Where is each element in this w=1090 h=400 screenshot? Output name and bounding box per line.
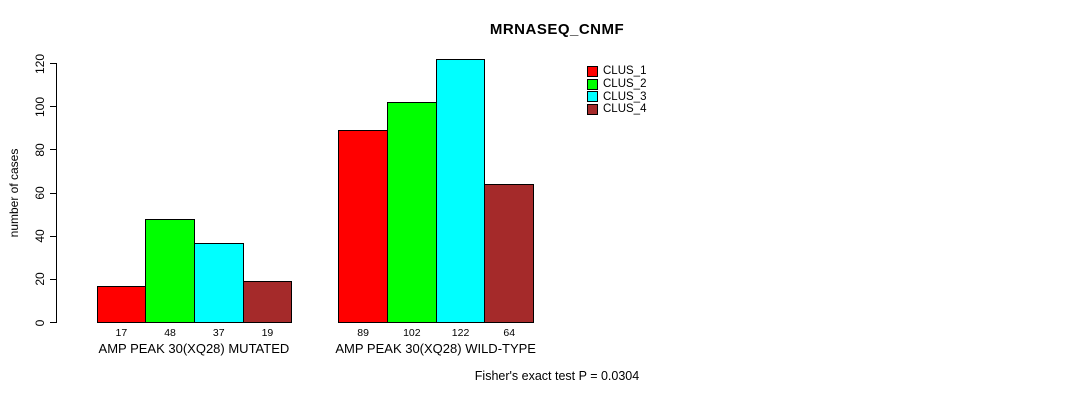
- legend-swatch: [587, 65, 598, 77]
- y-axis-tick: [50, 278, 57, 280]
- y-axis-tick: [50, 63, 57, 64]
- fisher-test-annotation: Fisher's exact test P = 0.0304: [474, 369, 640, 383]
- bar-clus_4-group2: [484, 184, 535, 324]
- bar-clus_4-group1: [242, 281, 293, 324]
- legend-item: CLUS_3: [587, 90, 646, 103]
- y-axis-tick-label: 80: [33, 143, 47, 157]
- bar-value-label: 122: [451, 327, 470, 339]
- y-axis-tick: [50, 322, 57, 323]
- bar-clus_2-group1: [145, 218, 195, 324]
- bar-value-label: 17: [115, 327, 128, 339]
- y-axis-tick-label: 20: [33, 272, 47, 287]
- y-axis-tick-label: 0: [33, 319, 47, 326]
- legend-label: CLUS_1: [603, 65, 647, 78]
- legend-item: CLUS_2: [587, 78, 646, 91]
- legend-label: CLUS_2: [603, 78, 647, 91]
- bar-value-label: 37: [212, 327, 225, 339]
- legend-item: CLUS_1: [587, 65, 646, 78]
- legend-label: CLUS_4: [603, 103, 647, 116]
- bar-value-label: 89: [357, 327, 369, 339]
- bar-clus_2-group2: [387, 102, 437, 324]
- y-axis-tick: [50, 235, 57, 237]
- legend: CLUS_1 CLUS_2 CLUS_3 CLUS_4: [587, 65, 646, 116]
- bar-value-label: 64: [503, 327, 516, 339]
- y-axis-tick: [50, 149, 57, 151]
- y-axis-tick-label: 100: [33, 96, 47, 117]
- legend-swatch: [587, 78, 598, 90]
- bar-value-label: 19: [261, 327, 274, 339]
- y-axis-tick-label: 60: [33, 186, 47, 200]
- y-axis-tick-label: 40: [33, 229, 47, 243]
- bar-value-label: 48: [164, 327, 176, 339]
- y-axis-tick: [50, 192, 57, 194]
- legend-swatch: [587, 91, 598, 103]
- bar-value-label: 102: [403, 327, 421, 339]
- bar-clus_3-group2: [435, 59, 486, 324]
- bar-clus_3-group1: [193, 242, 244, 324]
- y-axis-tick-label: 120: [33, 53, 47, 74]
- x-category-label: AMP PEAK 30(XQ28) MUTATED: [98, 341, 290, 356]
- legend-item: CLUS_4: [587, 103, 646, 116]
- y-axis-tick: [50, 106, 57, 108]
- legend-swatch: [587, 103, 598, 115]
- x-category-label: AMP PEAK 30(XQ28) WILD-TYPE: [335, 341, 536, 356]
- bar-clus_1-group2: [338, 130, 388, 324]
- legend-label: CLUS_3: [603, 90, 647, 103]
- bar-clus_1-group1: [96, 285, 147, 324]
- chart-title: MRNASEQ_CNMF: [489, 21, 625, 38]
